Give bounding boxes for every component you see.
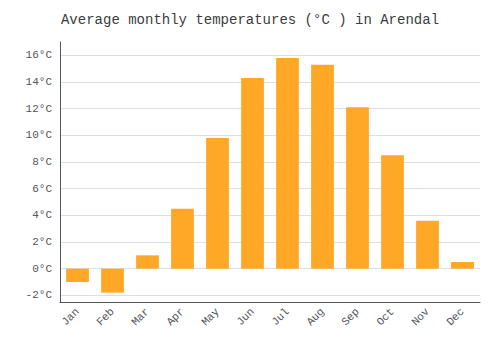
- svg-text:Feb: Feb: [94, 306, 116, 328]
- svg-text:Average monthly temperatures (: Average monthly temperatures (°C ) in Ar…: [61, 12, 439, 28]
- svg-text:-2°C: -2°C: [26, 289, 53, 301]
- svg-text:0°C: 0°C: [32, 263, 52, 275]
- svg-text:May: May: [199, 305, 222, 328]
- svg-text:Jul: Jul: [269, 306, 291, 328]
- svg-text:6°C: 6°C: [32, 183, 52, 195]
- svg-text:Oct: Oct: [374, 306, 396, 328]
- svg-text:Apr: Apr: [164, 306, 186, 328]
- svg-text:Nov: Nov: [409, 305, 432, 328]
- svg-text:Aug: Aug: [304, 306, 326, 328]
- svg-text:10°C: 10°C: [26, 129, 53, 141]
- svg-text:12°C: 12°C: [26, 103, 53, 115]
- svg-text:Sep: Sep: [339, 306, 361, 328]
- svg-text:Dec: Dec: [444, 306, 466, 328]
- svg-text:4°C: 4°C: [32, 209, 52, 221]
- svg-text:Jun: Jun: [234, 306, 256, 328]
- svg-text:Mar: Mar: [129, 306, 151, 328]
- svg-text:8°C: 8°C: [32, 156, 52, 168]
- svg-text:16°C: 16°C: [26, 49, 53, 61]
- svg-text:2°C: 2°C: [32, 236, 52, 248]
- svg-text:14°C: 14°C: [26, 76, 53, 88]
- svg-text:Jan: Jan: [59, 306, 81, 328]
